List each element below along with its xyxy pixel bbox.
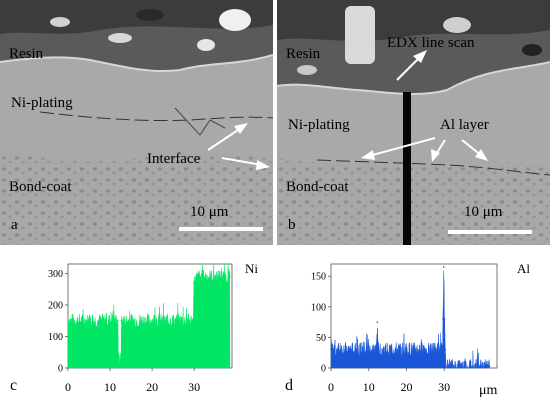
scale-bar-label-b: 10 μm <box>464 204 503 220</box>
data-point <box>442 318 444 320</box>
data-point <box>444 348 447 351</box>
x-tick-label: 0 <box>328 380 334 394</box>
data-point <box>443 266 445 268</box>
data-point <box>117 359 120 361</box>
data-point <box>120 359 122 361</box>
scale-bar-a <box>179 227 263 231</box>
y-tick-label: 150 <box>311 272 326 283</box>
x-tick-label: 20 <box>400 380 412 394</box>
data-point <box>192 319 195 322</box>
label-interface: Interface <box>147 151 201 167</box>
data-point <box>458 365 461 367</box>
label-resin: Resin <box>9 46 44 62</box>
data-point <box>229 275 231 278</box>
scale-bar-b <box>448 230 532 234</box>
data-point <box>218 275 221 278</box>
data-point <box>330 348 332 351</box>
x-tick-label: 30 <box>188 380 200 394</box>
y-tick-label: 50 <box>316 333 326 344</box>
panel-letter-b: b <box>288 217 296 233</box>
scale-bar-label-a: 10 μm <box>190 204 229 220</box>
signal-area-Al <box>330 270 490 369</box>
data-point <box>473 365 476 367</box>
sem-panel-a: Resin Ni-plating Interface Bond-coat 10 … <box>0 0 273 245</box>
y-tick-label: 300 <box>48 269 63 280</box>
data-point <box>441 348 444 351</box>
data-point <box>376 321 379 323</box>
x-tick-label: 20 <box>146 380 158 394</box>
data-point <box>488 365 491 367</box>
data-point <box>117 319 119 322</box>
y-tick-label: 0 <box>321 364 326 375</box>
sem-panel-b: Resin EDX line scan Ni-plating Al layer … <box>277 0 550 245</box>
panel-letter-d: d <box>285 377 293 394</box>
panel-letter-c: c <box>10 377 18 394</box>
data-point <box>443 318 446 320</box>
label-bond-coat: Bond-coat <box>286 179 349 195</box>
chart-element-label-d: Al <box>517 261 530 276</box>
sem-image-b <box>277 0 550 245</box>
data-point <box>375 348 378 351</box>
data-point <box>210 275 212 278</box>
data-point <box>195 277 198 279</box>
label-resin: Resin <box>286 46 321 62</box>
data-point <box>377 348 380 351</box>
signal-area-Ni <box>67 263 231 369</box>
data-point <box>120 319 123 322</box>
label-bond-coat: Bond-coat <box>9 179 72 195</box>
data-point <box>445 365 447 367</box>
label-ni-plating: Ni-plating <box>288 117 350 133</box>
data-point <box>67 319 69 322</box>
label-edx-line-scan: EDX line scan <box>387 35 475 51</box>
sem-image-a <box>0 0 273 245</box>
chart-d: 0 50 100 150 0 10 20 30 d Al μm <box>275 250 550 404</box>
x-tick-label: 0 <box>65 380 71 394</box>
panel-letter-a: a <box>11 217 18 233</box>
y-tick-label: 100 <box>48 332 63 343</box>
y-tick-label: 200 <box>48 300 63 311</box>
x-tick-label: 10 <box>104 380 116 394</box>
label-al-layer: Al layer <box>440 117 489 133</box>
y-tick-label: 100 <box>311 302 326 313</box>
interface-arrows <box>179 123 270 231</box>
edx-scan-line <box>403 92 411 245</box>
chart-element-label-c: Ni <box>245 261 258 276</box>
label-ni-plating: Ni-plating <box>11 95 73 111</box>
ni-line-scan-chart: 0 100 200 300 0 10 20 30 <box>48 263 233 394</box>
data-point <box>201 275 204 278</box>
y-tick-label: 0 <box>58 364 63 375</box>
x-tick-label: 10 <box>363 380 375 394</box>
data-point <box>192 282 195 284</box>
x-unit-label-d: μm <box>479 383 498 398</box>
chart-c: 0 100 200 300 0 10 20 30 c Ni <box>0 250 275 404</box>
x-tick-label: 30 <box>438 380 450 394</box>
data-point <box>197 275 200 278</box>
al-line-scan-chart: 0 50 100 150 0 10 20 30 <box>311 263 498 394</box>
